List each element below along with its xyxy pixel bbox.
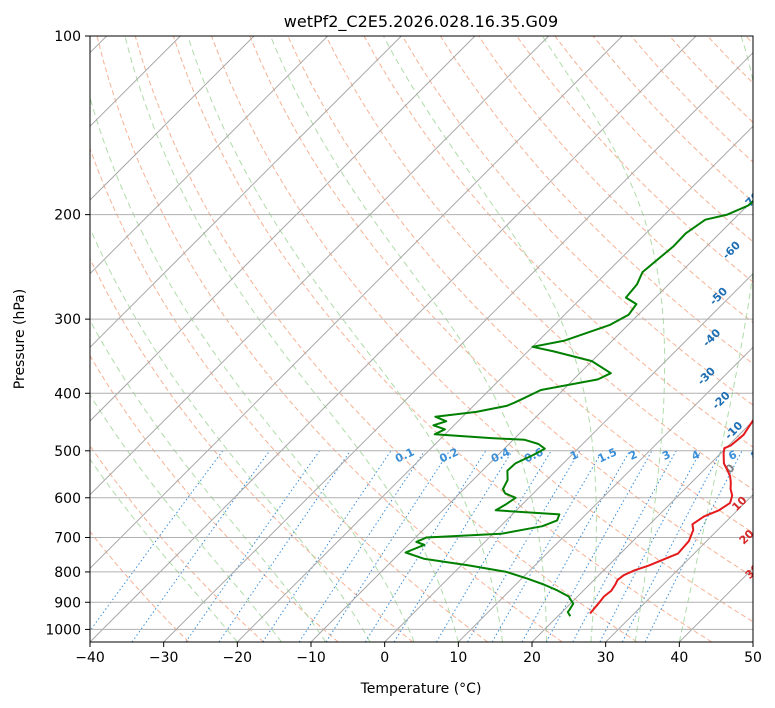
y-tick-label: 800	[54, 565, 81, 581]
chart-title: wetPf2_C2E5.2026.028.16.35.G09	[284, 12, 558, 32]
x-tick-label: −10	[296, 650, 326, 666]
moist-adiabat	[187, 36, 503, 642]
isotherm-line	[90, 36, 697, 642]
isotherm-line	[163, 51, 753, 642]
dry-adiabat	[90, 444, 264, 642]
grid-lines	[90, 36, 753, 642]
mixing-ratio-line	[218, 450, 351, 642]
x-tick-label: 0	[380, 650, 389, 666]
isotherm-line	[90, 36, 255, 201]
isotherm-line	[90, 36, 476, 422]
y-tick-label: 600	[54, 491, 81, 507]
y-tick-label: 100	[54, 29, 81, 45]
temperature-profile-line	[589, 418, 753, 615]
y-tick-label: 900	[54, 595, 81, 611]
mixing-ratio-line	[435, 450, 552, 642]
dry-adiabat	[516, 36, 753, 283]
isotherm-line	[90, 36, 623, 570]
y-tick-label: 500	[54, 444, 81, 460]
isotherm-line	[310, 199, 753, 642]
mixing-ratio-line	[262, 450, 392, 642]
y-tick-label: 400	[54, 386, 81, 402]
moist-adiabat	[90, 95, 415, 642]
isotherm-label: 30	[743, 561, 763, 581]
moist-adiabat	[90, 319, 327, 642]
y-tick-label: 200	[54, 208, 81, 224]
dry-adiabat	[90, 530, 190, 642]
mixing-ratio-line	[572, 450, 677, 642]
x-tick-label: 50	[744, 650, 762, 666]
mixing-ratio-line	[131, 450, 271, 642]
x-axis: −40 −30 −20 −10 0 10 20 30 40 50	[75, 642, 762, 666]
dry-adiabat	[211, 36, 753, 623]
moist-adiabat	[90, 393, 282, 642]
isotherm-line	[384, 272, 753, 642]
y-tick-label: 700	[54, 531, 81, 547]
dry-adiabat	[90, 147, 488, 642]
x-tick-label: 40	[670, 650, 688, 666]
x-tick-label: −30	[149, 650, 179, 666]
dry-adiabat	[249, 36, 753, 578]
dry-adiabat	[439, 36, 753, 365]
mixing-ratio-line	[599, 450, 702, 642]
y-axis: 100 200 300 400 500 600 700 800 900 1000	[45, 29, 90, 638]
isotherm-line	[90, 36, 402, 349]
plot-frame	[89, 35, 754, 643]
x-tick-label: 30	[597, 650, 615, 666]
background-lines	[90, 36, 753, 642]
isotherm-line	[90, 36, 329, 275]
x-tick-label: 10	[449, 650, 467, 666]
dry-adiabat	[90, 354, 339, 642]
mixing-ratio-line	[644, 450, 743, 642]
x-tick-label: 20	[523, 650, 541, 666]
mixing-ratio-line	[185, 450, 321, 642]
dry-adiabat	[134, 36, 638, 642]
isotherm-line	[457, 346, 753, 642]
dry-adiabat	[325, 36, 753, 491]
moist-adiabat	[541, 36, 666, 642]
moist-adiabat	[90, 227, 371, 642]
y-axis-label: Pressure (hPa)	[12, 289, 28, 389]
isotherm-line	[90, 36, 550, 496]
moist-adiabat	[124, 36, 459, 642]
x-axis-label: Temperature (°C)	[360, 681, 482, 697]
moist-adiabat	[90, 458, 238, 642]
dry-adiabat	[172, 36, 712, 642]
y-tick-label: 300	[54, 312, 81, 328]
dry-adiabat	[401, 36, 753, 406]
mixing-ratio-line	[325, 450, 451, 642]
x-tick-label: −40	[75, 650, 105, 666]
dewpoint-profile-line	[404, 200, 753, 617]
x-tick-label: −20	[223, 650, 253, 666]
mixing-ratio-line	[298, 450, 426, 642]
mixing-ratio-line	[521, 450, 631, 642]
mixing-ratio-line	[90, 450, 224, 632]
y-tick-label: 1000	[45, 622, 81, 638]
mixing-ratio-line	[364, 450, 487, 642]
mixing-ratio-label: 8	[749, 448, 761, 463]
plot-background	[90, 36, 753, 642]
isotherm-line	[531, 420, 753, 642]
moist-adiabat	[678, 36, 753, 642]
sounding-profiles	[404, 200, 753, 617]
isotherm-line	[605, 493, 753, 642]
mixing-ratio-line	[545, 450, 653, 642]
dry-adiabat	[96, 36, 563, 642]
isotherm-line	[236, 125, 753, 642]
moist-adiabat	[382, 36, 597, 642]
